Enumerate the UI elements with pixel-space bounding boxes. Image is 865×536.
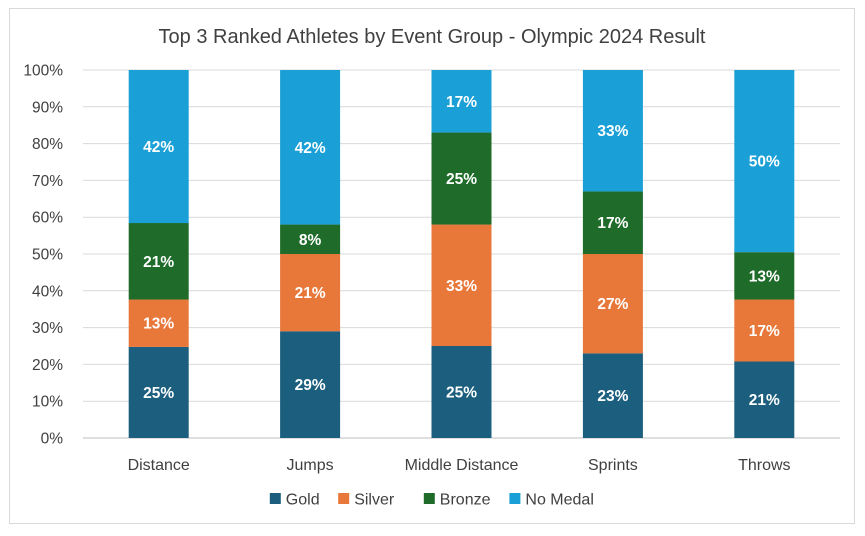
y-tick-label: 20% bbox=[32, 357, 63, 374]
data-label: 8% bbox=[299, 232, 322, 249]
data-label: 25% bbox=[446, 385, 477, 402]
x-tick-label: Throws bbox=[738, 457, 790, 474]
chart-title: Top 3 Ranked Athletes by Event Group - O… bbox=[159, 26, 706, 48]
data-label: 17% bbox=[446, 94, 477, 111]
data-label: 21% bbox=[143, 254, 174, 271]
bar-throws-gold bbox=[734, 361, 795, 438]
legend-label: No Medal bbox=[525, 492, 593, 509]
bar-distance-gold bbox=[128, 346, 189, 438]
x-tick-label: Distance bbox=[128, 457, 190, 474]
data-label: 50% bbox=[749, 154, 780, 171]
y-tick-label: 50% bbox=[32, 247, 63, 264]
bar-distance-no-medal bbox=[128, 70, 189, 224]
data-label: 42% bbox=[143, 139, 174, 156]
bar-sprints-bronze bbox=[582, 191, 643, 254]
y-tick-label: 100% bbox=[23, 63, 63, 80]
y-tick-label: 70% bbox=[32, 173, 63, 190]
legend-swatch-silver bbox=[338, 493, 350, 504]
y-tick-label: 10% bbox=[32, 394, 63, 411]
data-label: 13% bbox=[749, 268, 780, 285]
data-label: 21% bbox=[749, 392, 780, 409]
data-label: 25% bbox=[446, 171, 477, 188]
y-tick-label: 80% bbox=[32, 136, 63, 153]
bar-middle-distance-silver bbox=[431, 224, 492, 346]
x-axis: Distance Jumps Middle Distance Sprints Throw… bbox=[128, 457, 791, 474]
legend-swatch-bronze bbox=[423, 493, 435, 504]
data-label: 21% bbox=[295, 285, 326, 302]
bar-throws-bronze bbox=[734, 252, 795, 300]
legend-swatch-gold bbox=[269, 493, 281, 504]
x-tick-label: Middle Distance bbox=[405, 457, 519, 474]
y-tick-label: 40% bbox=[32, 283, 63, 300]
bar-jumps-gold bbox=[280, 331, 341, 438]
data-label: 29% bbox=[295, 377, 326, 394]
data-label: 17% bbox=[749, 323, 780, 340]
data-label: 27% bbox=[597, 296, 628, 313]
bar-sprints-no-medal bbox=[582, 70, 643, 192]
bar-jumps-no-medal bbox=[280, 70, 341, 225]
bar-sprints-gold bbox=[582, 353, 643, 438]
bar-jumps-silver bbox=[280, 254, 341, 332]
legend-label: Silver bbox=[354, 492, 395, 509]
y-tick-label: 90% bbox=[32, 99, 63, 116]
bars: 25% 13% 21% 42% 29% 21% 8% 42% 25% 33% 25% 17% 23% 27… bbox=[128, 70, 795, 438]
data-label: 23% bbox=[597, 388, 628, 405]
x-tick-label: Jumps bbox=[287, 457, 334, 474]
data-label: 42% bbox=[295, 140, 326, 157]
legend: Gold Silver Bronze No Medal bbox=[269, 492, 594, 509]
data-label: 25% bbox=[143, 385, 174, 402]
bar-throws-silver bbox=[734, 299, 795, 362]
bar-sprints-silver bbox=[582, 254, 643, 354]
bar-throws-no-medal bbox=[734, 70, 795, 253]
bar-middle-distance-no-medal bbox=[431, 70, 492, 133]
legend-label: Bronze bbox=[440, 492, 491, 509]
y-tick-label: 0% bbox=[41, 431, 64, 448]
bar-middle-distance-gold bbox=[431, 346, 492, 438]
data-label: 17% bbox=[597, 215, 628, 232]
data-label: 13% bbox=[143, 316, 174, 333]
y-tick-label: 30% bbox=[32, 320, 63, 337]
data-label: 33% bbox=[597, 123, 628, 140]
x-tick-label: Sprints bbox=[588, 457, 638, 474]
legend-swatch-no-medal bbox=[509, 493, 521, 504]
data-label: 33% bbox=[446, 278, 477, 295]
bar-distance-silver bbox=[128, 299, 189, 347]
bar-middle-distance-bronze bbox=[431, 132, 492, 225]
legend-label: Gold bbox=[286, 492, 320, 509]
bar-distance-bronze bbox=[128, 223, 189, 300]
bar-jumps-bronze bbox=[280, 224, 341, 254]
y-tick-label: 60% bbox=[32, 210, 63, 227]
y-axis: 0% 10% 20% 30% 40% 50% 60% 70% 80% 90% 100% bbox=[23, 63, 63, 448]
